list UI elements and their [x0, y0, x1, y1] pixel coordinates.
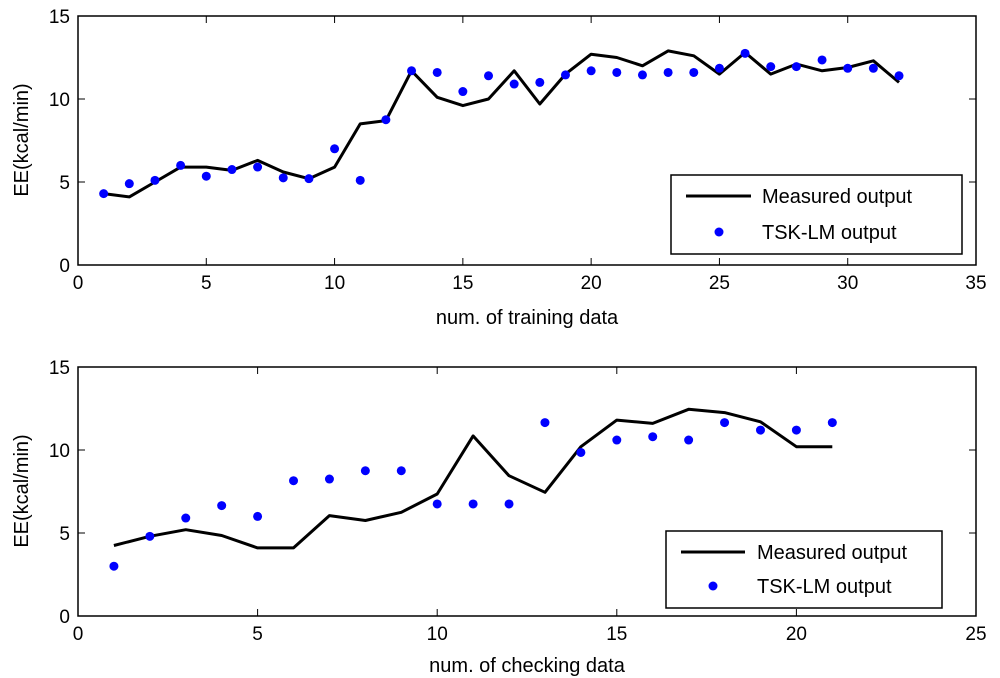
bottom-tsk-point [540, 418, 550, 428]
bottom-tick-labels: 0 5 10 15 20 25 0 5 10 15 [49, 358, 987, 645]
bottom-x-tick-label: 20 [786, 624, 807, 645]
bottom-tsk-point [109, 561, 119, 571]
top-tsk-point [227, 165, 237, 175]
bottom-tsk-point [612, 435, 622, 445]
top-tsk-point [560, 70, 570, 80]
top-tsk-point [740, 48, 750, 58]
top-tsk-point [535, 77, 545, 87]
bottom-legend-dot-swatch [708, 581, 718, 591]
bottom-tsk-point [720, 418, 730, 428]
top-x-tick-label: 15 [452, 273, 473, 294]
top-tsk-point [304, 174, 314, 184]
bottom-y-tick-label: 10 [49, 441, 70, 462]
top-tsk-point [381, 115, 391, 125]
bottom-x-axis-label: num. of checking data [429, 655, 626, 677]
top-legend-box [670, 174, 963, 255]
top-legend: Measured output TSK-LM output [670, 174, 963, 255]
bottom-measured-line [113, 407, 833, 550]
top-x-tick-label: 5 [201, 273, 212, 294]
top-legend-dot-swatch [714, 227, 724, 237]
top-x-tick-label: 0 [73, 273, 84, 294]
top-tsk-point [253, 162, 263, 172]
bottom-x-tick-label: 5 [252, 624, 263, 645]
bottom-tsk-point [504, 499, 514, 509]
bottom-y-axis-label: EE(kcal/min) [11, 434, 33, 547]
bottom-tsk-point [396, 466, 406, 476]
top-x-axis-label: num. of training data [436, 307, 619, 329]
top-tsk-point [894, 71, 904, 81]
bottom-ticks [77, 366, 977, 617]
bottom-tsk-point [684, 435, 694, 445]
top-tsk-point [689, 67, 699, 77]
bottom-tsk-point [468, 499, 478, 509]
top-tsk-point [407, 66, 417, 76]
top-ticks [77, 15, 977, 266]
bottom-tsk-point [432, 499, 442, 509]
top-legend-measured-label: Measured output [762, 186, 913, 208]
top-x-tick-label: 20 [581, 273, 602, 294]
bottom-tsk-point [791, 425, 801, 435]
bottom-y-tick-label: 15 [49, 358, 70, 379]
top-tsk-point [278, 173, 288, 183]
top-tick-labels: 0 5 10 15 20 25 30 35 0 5 10 15 [49, 7, 987, 294]
top-x-tick-label: 25 [709, 273, 730, 294]
top-tsk-point [201, 171, 211, 181]
bottom-tsk-point [576, 447, 586, 457]
top-x-tick-label: 35 [965, 273, 986, 294]
bottom-tsk-point [648, 432, 658, 442]
bottom-x-tick-label: 15 [606, 624, 627, 645]
top-tsk-point [432, 67, 442, 77]
top-tsk-point [663, 67, 673, 77]
bottom-tsk-point [145, 531, 155, 541]
bottom-tsk-point [289, 476, 299, 486]
bottom-y-tick-label: 5 [59, 524, 70, 545]
top-y-tick-label: 5 [59, 173, 70, 194]
bottom-tsk-point [827, 418, 837, 428]
top-tsk-point [355, 175, 365, 185]
bottom-y-tick-label: 0 [59, 607, 70, 628]
bottom-tsk-point [755, 425, 765, 435]
bottom-tsk-point [217, 501, 227, 511]
top-tsk-points [99, 48, 904, 199]
bottom-legend-measured-label: Measured output [757, 542, 908, 564]
bottom-x-tick-label: 10 [427, 624, 448, 645]
top-tsk-point [176, 160, 186, 170]
top-x-tick-label: 30 [837, 273, 858, 294]
top-y-tick-label: 0 [59, 256, 70, 277]
bottom-legend-box [665, 530, 943, 609]
top-tsk-point [637, 70, 647, 80]
bottom-tsk-point [360, 466, 370, 476]
bottom-tsk-point [324, 474, 334, 484]
bottom-legend-tsk-label: TSK-LM output [757, 576, 892, 598]
bottom-tsk-points [109, 418, 837, 571]
top-tsk-point [612, 67, 622, 77]
top-tsk-point [124, 179, 134, 189]
top-tsk-point [843, 63, 853, 73]
top-tsk-point [817, 55, 827, 65]
bottom-x-tick-label: 0 [73, 624, 84, 645]
top-tsk-point [330, 144, 340, 154]
top-tsk-point [484, 71, 494, 81]
top-tsk-point [766, 62, 776, 72]
top-tsk-point [791, 62, 801, 72]
bottom-tsk-point [181, 513, 191, 523]
top-tsk-point [714, 63, 724, 73]
top-y-axis-label: EE(kcal/min) [11, 83, 33, 196]
top-x-tick-label: 10 [324, 273, 345, 294]
top-legend-tsk-label: TSK-LM output [762, 222, 897, 244]
bottom-x-tick-label: 25 [965, 624, 986, 645]
chart-top: 0 5 10 15 20 25 30 35 0 5 10 15 num. of training da… [11, 7, 987, 329]
top-tsk-point [458, 87, 468, 97]
bottom-legend: Measured output TSK-LM output [665, 530, 943, 609]
top-tsk-point [868, 63, 878, 73]
top-tsk-point [586, 66, 596, 76]
chart-bottom: 0 5 10 15 20 25 0 5 10 15 num. of checking data E… [11, 358, 987, 677]
bottom-tsk-point [253, 511, 263, 521]
top-tsk-point [509, 79, 519, 89]
top-tsk-point [99, 189, 109, 199]
top-y-tick-label: 10 [49, 90, 70, 111]
top-tsk-point [150, 175, 160, 185]
top-y-tick-label: 15 [49, 7, 70, 28]
